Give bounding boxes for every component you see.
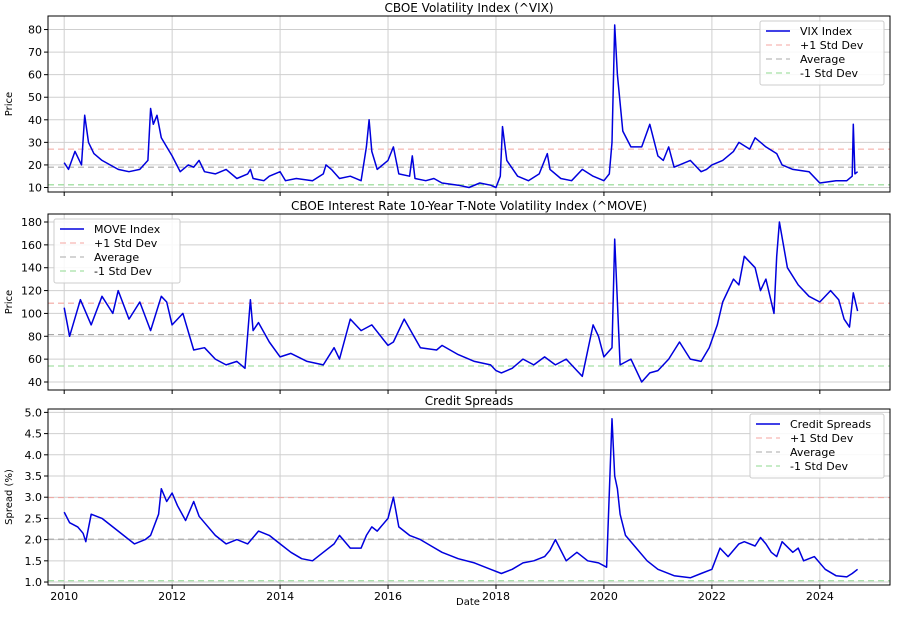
- y-tick-label: 160: [21, 239, 42, 252]
- y-tick-label: 5.0: [25, 406, 43, 419]
- legend-label: +1 Std Dev: [94, 237, 158, 250]
- legend-label: VIX Index: [800, 25, 853, 38]
- y-tick-label: 2.5: [25, 512, 43, 525]
- series-line: [63, 221, 859, 383]
- legend-label: +1 Std Dev: [790, 432, 854, 445]
- x-tick-label: 2020: [590, 590, 618, 603]
- series-line: [63, 418, 859, 579]
- y-axis-label: Price: [4, 92, 15, 116]
- chart-title: CBOE Interest Rate 10-Year T-Note Volati…: [291, 199, 647, 213]
- legend-label: -1 Std Dev: [94, 265, 152, 278]
- y-tick-label: 80: [28, 24, 42, 37]
- y-tick-label: 100: [21, 307, 42, 320]
- y-tick-label: 120: [21, 285, 42, 298]
- legend-label: Average: [790, 446, 835, 459]
- x-tick-label: 2024: [806, 590, 834, 603]
- y-axis-label: Price: [4, 290, 15, 314]
- move-panel: 40 60 80 100 120 140 160 180 CBOE Interest Rate …: [4, 199, 891, 394]
- y-tick-label: 140: [21, 262, 42, 275]
- y-tick-label: 40: [28, 376, 42, 389]
- y-tick-label: 50: [28, 91, 42, 104]
- x-tick-label: 2010: [50, 590, 78, 603]
- chart-title: CBOE Volatility Index (^VIX): [384, 1, 553, 15]
- legend-box: [749, 413, 885, 479]
- y-tick-label: 2.0: [25, 534, 43, 547]
- series-line: [63, 24, 859, 189]
- chart-title: Credit Spreads: [425, 394, 513, 408]
- y-tick-label: 80: [28, 330, 42, 343]
- x-tick-label: 2018: [482, 590, 510, 603]
- y-tick-label: 4.0: [25, 449, 43, 462]
- y-axis-label: Spread (%): [4, 469, 15, 525]
- legend-label: Average: [94, 251, 139, 264]
- x-tick-label: 2012: [158, 590, 186, 603]
- y-tick-label: 10: [28, 181, 42, 194]
- legend-label: Average: [800, 53, 845, 66]
- y-tick-label: 60: [28, 69, 42, 82]
- legend-box: [53, 218, 181, 284]
- y-tick-label: 1.0: [25, 576, 43, 589]
- y-tick-label: 20: [28, 159, 42, 172]
- legend-box: [759, 20, 885, 86]
- plot-area: [48, 16, 890, 192]
- axes-frame: [47, 213, 891, 391]
- legend-label: -1 Std Dev: [800, 67, 858, 80]
- y-tick-label: 180: [21, 216, 42, 229]
- x-tick-label: 2022: [698, 590, 726, 603]
- y-tick-label: 70: [28, 46, 42, 59]
- credit-spreads-panel: 1.0 1.5 2.0 2.5 3.0 3.5 4.0 4.5 5.0 2010 2012 2014 2…: [4, 394, 891, 603]
- axes-frame: [47, 15, 891, 193]
- y-tick-label: 3.5: [25, 470, 43, 483]
- x-tick-label: 2016: [374, 590, 402, 603]
- vix-panel: 10 20 30 40 50 60 70 80 CBOE Volatility Index (^…: [4, 1, 891, 196]
- y-tick-label: 40: [28, 114, 42, 127]
- legend-label: -1 Std Dev: [790, 460, 848, 473]
- x-axis-label: Date: [456, 597, 480, 608]
- x-tick-label: 2014: [266, 590, 294, 603]
- plot-area: [48, 214, 890, 390]
- y-tick-label: 4.5: [25, 428, 43, 441]
- y-tick-label: 60: [28, 353, 42, 366]
- legend-label: MOVE Index: [94, 223, 161, 236]
- y-tick-label: 1.5: [25, 555, 43, 568]
- legend-label: Credit Spreads: [790, 418, 871, 431]
- legend-label: +1 Std Dev: [800, 39, 864, 52]
- y-tick-label: 3.0: [25, 491, 43, 504]
- y-tick-label: 30: [28, 136, 42, 149]
